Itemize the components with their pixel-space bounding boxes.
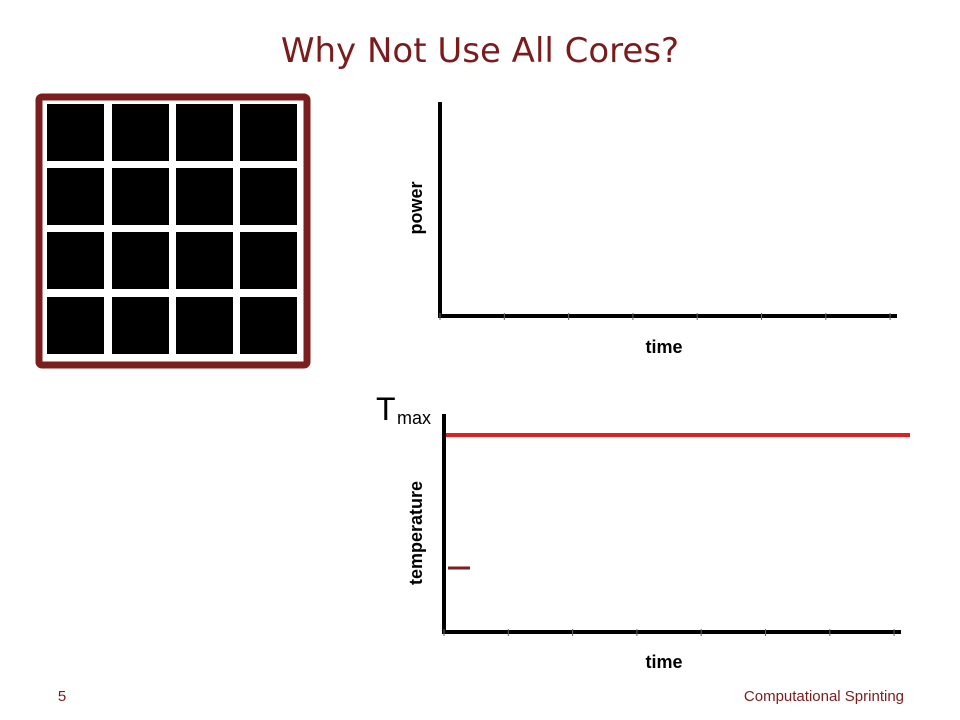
core (240, 232, 297, 289)
chip (35, 93, 311, 369)
x-ticks (443, 629, 895, 636)
core (176, 104, 233, 161)
core (112, 168, 169, 225)
core (240, 168, 297, 225)
core (47, 297, 104, 354)
core (176, 297, 233, 354)
tmax-label: T (376, 391, 396, 427)
core (176, 232, 233, 289)
core (112, 104, 169, 161)
core (112, 232, 169, 289)
power-chart: power time (406, 102, 897, 357)
core (176, 168, 233, 225)
core (47, 168, 104, 225)
core (47, 104, 104, 161)
core (240, 297, 297, 354)
core (240, 104, 297, 161)
x-axis-label: time (645, 652, 682, 672)
slide-title: Why Not Use All Cores? (281, 31, 679, 71)
temperature-chart: T max temperature time (376, 391, 910, 672)
y-axis-label: temperature (406, 481, 426, 585)
core (47, 232, 104, 289)
x-ticks (439, 313, 891, 320)
core (112, 297, 169, 354)
tmax-subscript: max (397, 408, 431, 428)
x-axis-label: time (645, 337, 682, 357)
core-grid (47, 104, 297, 354)
page-number: 5 (58, 688, 66, 705)
y-axis-label: power (406, 181, 426, 234)
footer-text: Computational Sprinting (744, 688, 904, 705)
